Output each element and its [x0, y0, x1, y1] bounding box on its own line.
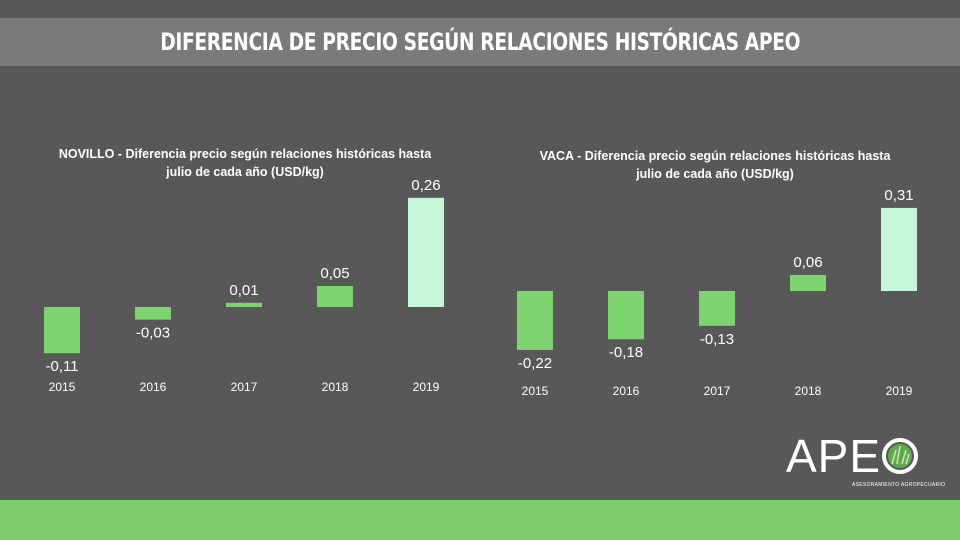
title-banner: DIFERENCIA DE PRECIO SEGÚN RELACIONES HI… — [0, 18, 960, 66]
bar-2015 — [44, 307, 80, 354]
data-label: 0,06 — [793, 254, 822, 271]
x-tick-label: 2019 — [413, 380, 440, 394]
x-tick-label: 2018 — [322, 380, 349, 394]
chart-title-line-2: julio de cada año (USD/kg) — [636, 167, 794, 181]
data-label: -0,11 — [45, 358, 78, 375]
footer-bar — [0, 500, 960, 540]
data-label: -0,03 — [136, 325, 170, 342]
x-tick-label: 2019 — [886, 384, 913, 398]
x-tick-label: 2016 — [140, 380, 167, 394]
page-title: DIFERENCIA DE PRECIO SEGÚN RELACIONES HI… — [160, 28, 800, 56]
x-tick-label: 2016 — [613, 384, 640, 398]
chart-novillo: -0,11 2015 -0,03 2016 0,01 2017 0,05 2018 0,26 20… — [44, 177, 444, 394]
x-tick-label: 2015 — [522, 384, 549, 398]
bar-2017 — [699, 291, 735, 326]
bar-2017 — [226, 302, 262, 307]
data-label: -0,13 — [700, 331, 734, 348]
bar-2015 — [517, 291, 553, 350]
chart-title-novillo: NOVILLO - Diferencia precio según relaci… — [40, 145, 450, 181]
bar-2019 — [408, 197, 444, 307]
bar-2016 — [135, 307, 171, 320]
bar-2018 — [317, 286, 353, 307]
chart-title-vaca: VACA - Diferencia precio según relacione… — [510, 147, 920, 183]
x-tick-label: 2017 — [231, 380, 258, 394]
apeo-logo: APE ASESORAMIENTO AGROPECUARIO — [780, 430, 945, 492]
chart-vaca: -0,22 2015 -0,18 2016 -0,13 2017 0,06 2018 0,31 2… — [517, 187, 917, 398]
data-label: 0,31 — [884, 187, 913, 204]
data-label: 0,26 — [411, 177, 440, 194]
bar-2016 — [608, 291, 644, 340]
data-label: 0,05 — [320, 265, 349, 282]
x-tick-label: 2015 — [49, 380, 76, 394]
apeo-leaf-icon — [882, 438, 918, 474]
bar-2019 — [881, 207, 917, 291]
data-label: -0,22 — [518, 355, 552, 372]
data-label: -0,18 — [609, 344, 643, 361]
chart-title-line-1: VACA - Diferencia precio según relacione… — [539, 149, 891, 163]
bar-2018 — [790, 274, 826, 291]
data-label: 0,01 — [229, 282, 258, 299]
logo-subtitle: ASESORAMIENTO AGROPECUARIO — [852, 482, 946, 488]
logo-text: APE — [786, 430, 882, 482]
chart-title-line-1: NOVILLO - Diferencia precio según relaci… — [58, 147, 432, 161]
chart-title-line-2: julio de cada año (USD/kg) — [166, 165, 324, 179]
x-tick-label: 2018 — [795, 384, 822, 398]
x-tick-label: 2017 — [704, 384, 731, 398]
